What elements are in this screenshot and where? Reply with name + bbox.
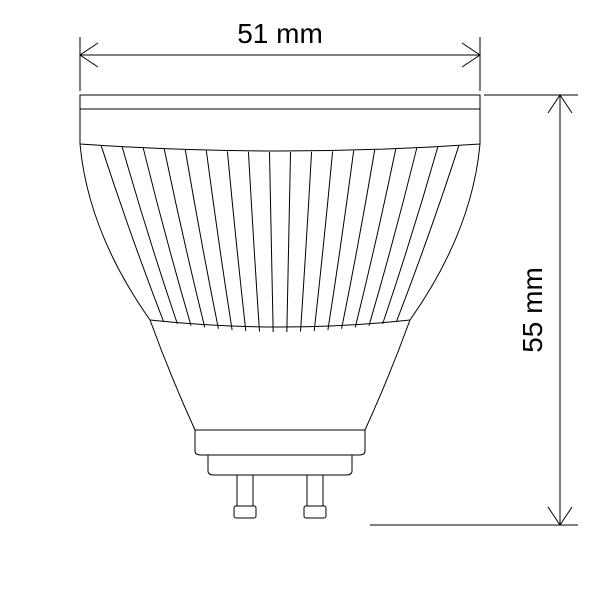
width-label: 51 mm [237,18,323,49]
bulb-dimension-diagram: 51 mm 55 mm [0,0,600,600]
height-label: 55 mm [517,267,548,353]
bulb-outline [80,95,480,518]
